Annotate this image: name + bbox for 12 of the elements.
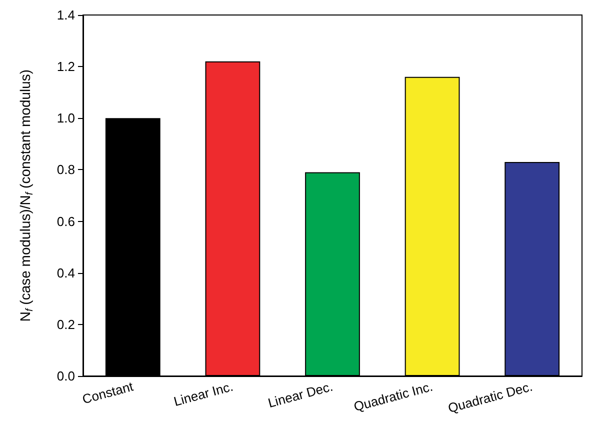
- y-tick-label: 0.0: [56, 368, 75, 384]
- y-tick-label: 0.4: [56, 265, 75, 280]
- y-tick-label: 1.4: [56, 8, 75, 22]
- y-tick-label: 1.0: [56, 110, 75, 126]
- x-tick-label: Constant: [80, 378, 136, 407]
- x-tick-label: Linear Dec.: [266, 378, 334, 410]
- y-tick-label: 1.2: [56, 59, 75, 74]
- x-tick-label: Linear Inc.: [172, 378, 235, 409]
- y-axis-title: Nf (case modulus)/Nf (constant modulus): [17, 69, 36, 322]
- y-tick-label: 0.8: [56, 162, 75, 178]
- y-tick-label: 0.2: [56, 316, 75, 332]
- y-tick-label: 0.6: [56, 214, 75, 229]
